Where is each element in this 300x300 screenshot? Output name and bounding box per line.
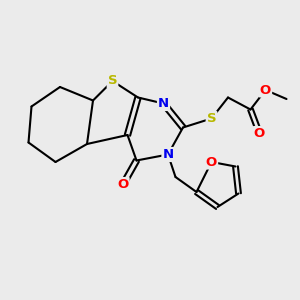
Text: O: O (254, 127, 265, 140)
Text: O: O (206, 155, 217, 169)
Text: O: O (260, 83, 271, 97)
Text: N: N (158, 97, 169, 110)
Text: O: O (117, 178, 129, 191)
Text: N: N (162, 148, 174, 161)
Text: S: S (207, 112, 216, 125)
Text: S: S (108, 74, 117, 88)
